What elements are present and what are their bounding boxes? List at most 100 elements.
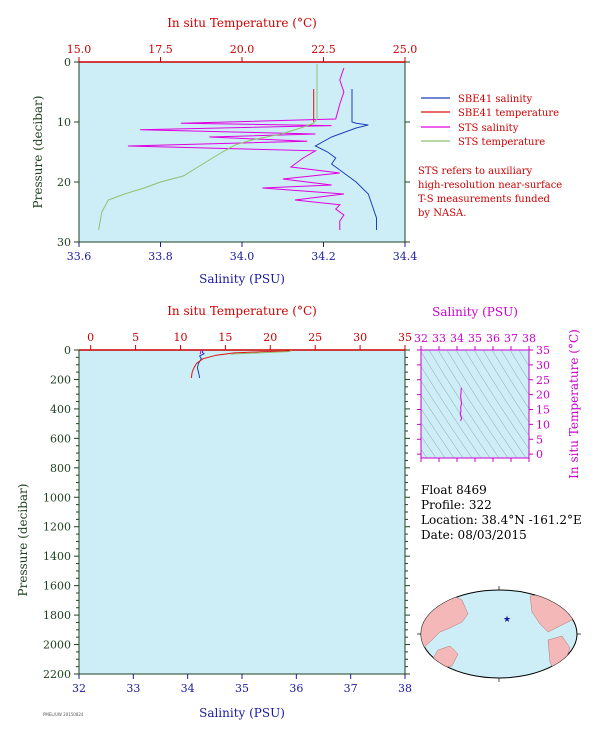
upper-series-sts-salinity [127, 67, 345, 230]
world-map: ★ [417, 586, 581, 682]
lower-axes: 32 33 34 35 36 37 38 0 5 10 15 20 25 30 35 0 200 400 600 80… [43, 331, 412, 695]
ts-density-contour [446, 350, 518, 458]
ts-y-tick-label: 15 [536, 404, 550, 417]
ts-density-contour [421, 351, 491, 458]
float-number: Float 8469 [421, 483, 487, 497]
upper-bottom-tick-label: 33.6 [67, 250, 92, 263]
legend-note-line-1: STS refers to auxiliary [418, 166, 533, 177]
float-info: Float 8469 Profile: 322 Location: 38.4°N… [421, 483, 582, 542]
ts-y-tick-label: 35 [536, 344, 550, 357]
ts-y-tick-label: 0 [536, 448, 543, 461]
lower-top-tick-label: 5 [132, 331, 139, 344]
lower-bottom-tick-label: 35 [235, 682, 249, 695]
ts-density-contour [421, 422, 446, 458]
lower-plot-area [78, 349, 406, 675]
upper-y-tick-label: 0 [64, 56, 71, 69]
lower-top-tick-label: 10 [173, 331, 187, 344]
ts-x-tick-label: 38 [522, 332, 536, 345]
lower-top-tick-label: 20 [263, 331, 277, 344]
ts-series [459, 387, 463, 421]
lower-bottom-axis-label: Salinity (PSU) [199, 706, 285, 720]
upper-top-tick-label: 20.0 [230, 43, 255, 56]
ts-density-contour [421, 394, 464, 458]
lower-top-tick-label: 25 [308, 331, 322, 344]
upper-top-tick-label: 22.5 [311, 43, 336, 56]
ts-x-tick-label: 36 [486, 332, 500, 345]
profile-number: Profile: 322 [421, 498, 492, 512]
lower-y-tick-label: 0 [64, 344, 71, 357]
float-location-marker: ★ [503, 615, 511, 625]
ts-x-tick-label: 32 [414, 332, 428, 345]
lower-y-tick-label: 2200 [43, 668, 71, 681]
ts-density-contour [482, 350, 529, 423]
lower-y-tick-label: 1000 [43, 491, 71, 504]
upper-series [98, 63, 377, 231]
upper-series-sts-temperature [98, 63, 318, 231]
upper-bottom-tick-label: 34.2 [311, 250, 336, 263]
upper-bottom-axis-label: Salinity (PSU) [199, 272, 285, 286]
ts-density-contour [473, 350, 529, 437]
lower-y-tick-label: 800 [50, 462, 71, 475]
ts-density-contour [491, 350, 529, 410]
ts-density-contour [437, 350, 509, 458]
ts-top-axis-label: Salinity (PSU) [432, 305, 518, 319]
ts-y-tick-label: 20 [536, 389, 550, 402]
legend-note-line-4: by NASA. [418, 208, 466, 219]
legend: SBE41 salinity SBE41 temperature STS sal… [418, 94, 562, 219]
upper-panel: 33.6 33.8 34.0 34.2 34.4 15.0 17.5 20.0 22.5 25.0… [31, 16, 417, 286]
ts-y-tick-label: 30 [536, 359, 550, 372]
ts-density-contour [464, 350, 529, 450]
ts-y-tick-label: 25 [536, 374, 550, 387]
ts-x-tick-label: 35 [468, 332, 482, 345]
upper-bottom-tick-label: 33.8 [148, 250, 173, 263]
lower-y-tick-label: 200 [50, 373, 71, 386]
footer-code: PMEL/UW 20150824 [43, 712, 84, 717]
upper-axes: 33.6 33.8 34.0 34.2 34.4 15.0 17.5 20.0 22.5 25.0… [57, 43, 417, 263]
upper-y-axis-label: Pressure (decibar) [31, 96, 45, 209]
ts-y-tick-label: 5 [536, 433, 543, 446]
legend-label-sbe-salinity: SBE41 salinity [458, 94, 533, 105]
upper-y-tick-label: 20 [57, 176, 71, 189]
ts-plot-area [420, 349, 530, 459]
upper-y-tick-label: 30 [57, 236, 71, 249]
legend-label-sts-salinity: STS salinity [458, 123, 519, 134]
lower-y-axis-label: Pressure (decibar) [16, 484, 30, 597]
lower-top-tick-label: 35 [398, 331, 412, 344]
ts-density-contour [421, 366, 482, 458]
ts-density-contour [421, 435, 437, 458]
upper-top-tick-label: 25.0 [393, 43, 418, 56]
lower-top-tick-label: 15 [218, 331, 232, 344]
ts-density-contours [421, 350, 529, 458]
lower-series [190, 349, 292, 379]
lower-y-tick-label: 1200 [43, 521, 71, 534]
upper-y-tick-label: 10 [57, 116, 71, 129]
upper-bottom-tick-label: 34.0 [230, 250, 255, 263]
lower-bottom-tick-label: 36 [289, 682, 303, 695]
upper-plot-area [78, 61, 406, 243]
lower-bottom-tick-label: 37 [344, 682, 358, 695]
legend-label-sbe-temperature: SBE41 temperature [458, 108, 559, 119]
ts-density-contour [455, 350, 527, 458]
lower-series-sbe41-temperature [190, 350, 291, 379]
lower-y-tick-label: 600 [50, 432, 71, 445]
ts-y-tick-label: 10 [536, 418, 550, 431]
ts-x-tick-label: 33 [432, 332, 446, 345]
lower-series-sts-salinity [199, 349, 202, 355]
lower-y-tick-label: 400 [50, 403, 71, 416]
ts-density-contour [518, 350, 529, 367]
lower-series-sbe41-salinity [196, 350, 205, 379]
lower-y-tick-label: 1400 [43, 550, 71, 563]
lower-top-axis-label: In situ Temperature (°C) [167, 304, 317, 318]
ts-x-tick-label: 34 [450, 332, 464, 345]
legend-note-line-2: high-resolution near-surface [418, 180, 562, 191]
lower-top-tick-label: 30 [353, 331, 367, 344]
upper-top-tick-label: 17.5 [148, 43, 173, 56]
legend-note-line-3: T-S measurements funded [418, 194, 550, 205]
lower-y-tick-label: 1600 [43, 580, 71, 593]
ts-density-contour [509, 350, 529, 382]
ts-y-axis-label: In situ Temperature (°C) [567, 329, 581, 479]
lower-bottom-tick-label: 38 [398, 682, 412, 695]
lower-series-sts-temperature [230, 349, 292, 355]
upper-top-tick-label: 15.0 [67, 43, 92, 56]
